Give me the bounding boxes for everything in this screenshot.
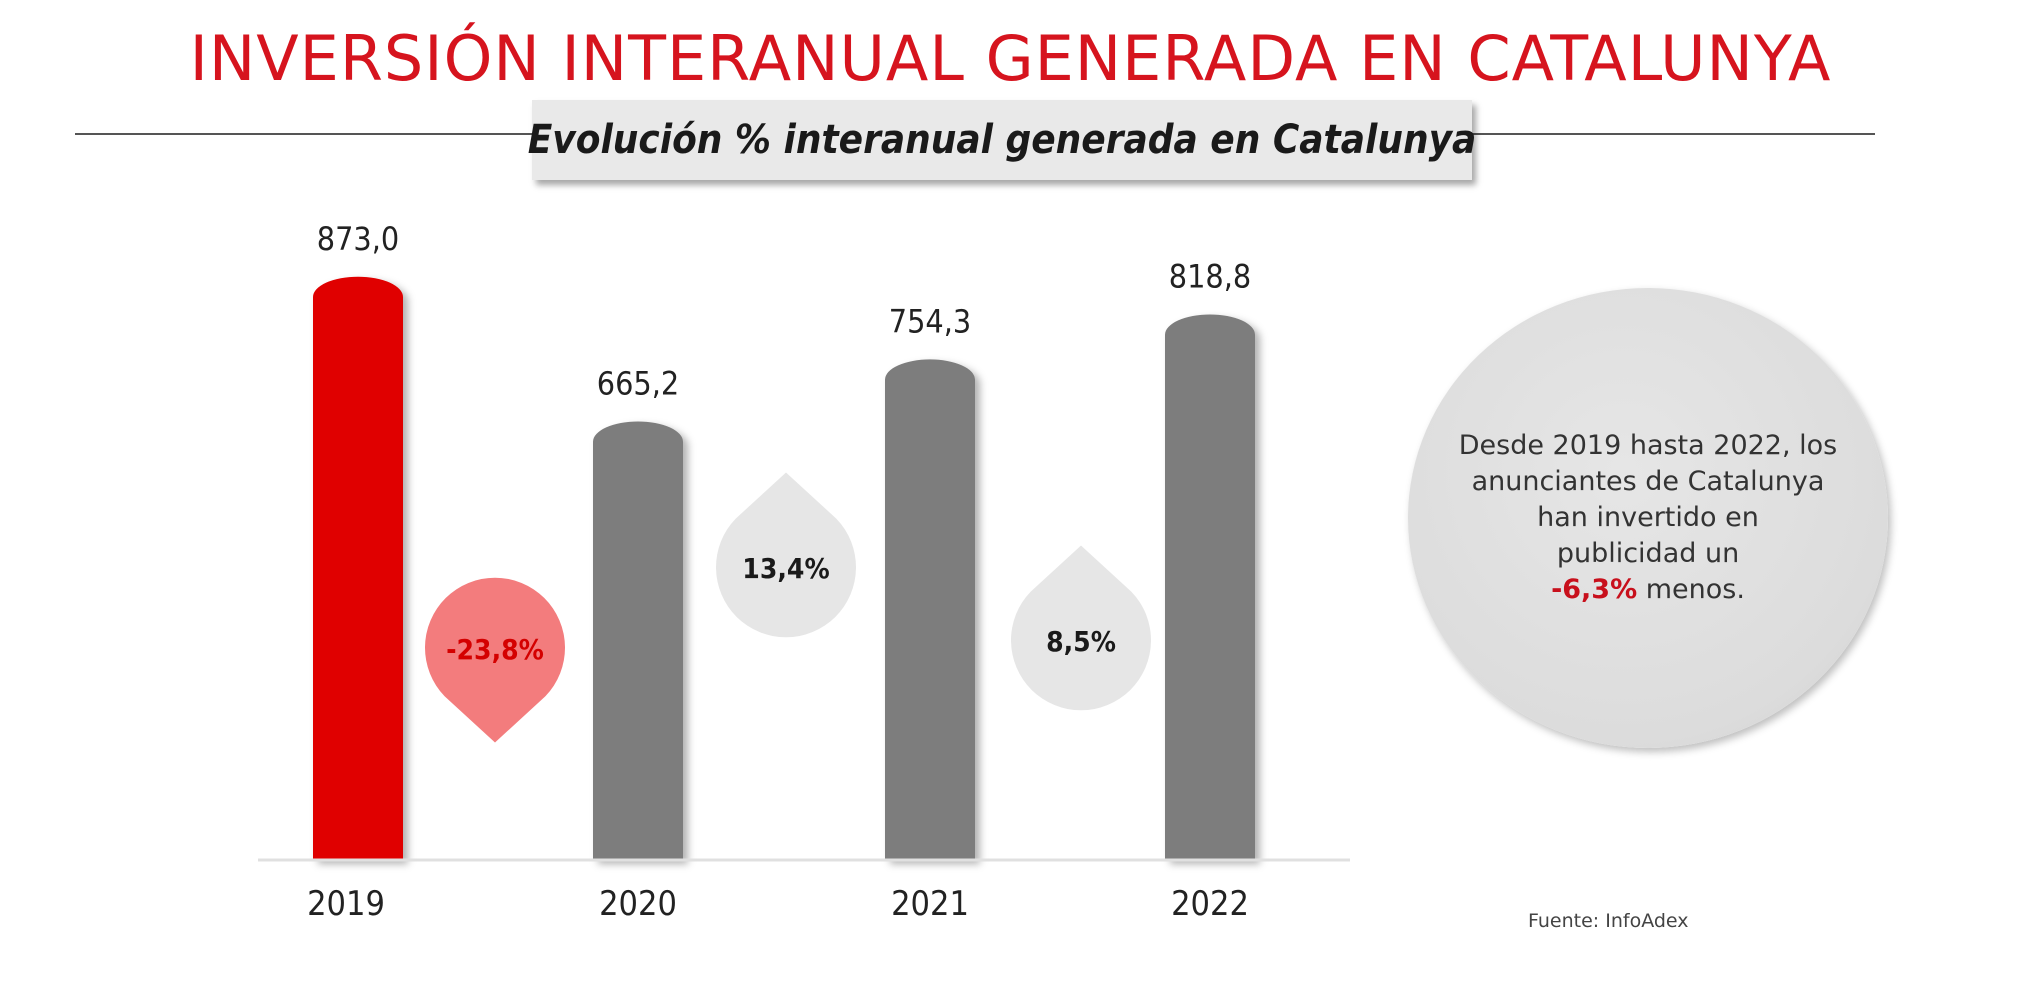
- category-label-2019: 2019: [307, 884, 385, 924]
- bar-2020: [593, 421, 683, 860]
- title-rule-right: [1470, 133, 1875, 135]
- change-drop-3: [1010, 545, 1151, 711]
- summary-circle: Desde 2019 hasta 2022, los anunciantes d…: [1408, 288, 1888, 748]
- subtitle-box: Evolución % interanual generada en Catal…: [528, 100, 1476, 180]
- category-label-2022: 2022: [1171, 884, 1249, 924]
- value-label-2019: 873,0: [317, 220, 399, 258]
- summary-line-4: publicidad un: [1556, 538, 1740, 569]
- page-title: INVERSIÓN INTERANUAL GENERADA EN CATALUN…: [189, 22, 1832, 95]
- summary-line-2: anunciantes de Catalunya: [1471, 466, 1825, 497]
- value-label-2021: 754,3: [889, 303, 971, 341]
- bar-2019: [313, 276, 403, 860]
- change-label-1: -23,8%: [446, 633, 544, 666]
- summary-highlight: -6,3%: [1551, 574, 1638, 605]
- chart-subtitle: Evolución % interanual generada en Catal…: [527, 117, 1477, 163]
- category-label-2021: 2021: [891, 884, 969, 924]
- category-label-2020: 2020: [599, 884, 677, 924]
- bar-2022: [1165, 314, 1255, 860]
- change-drop-2: [716, 472, 856, 638]
- summary-line-1: Desde 2019 hasta 2022, los: [1458, 430, 1838, 461]
- value-label-2022: 818,8: [1169, 258, 1251, 296]
- change-label-3: 8,5%: [1046, 625, 1116, 658]
- change-drop-1: [425, 577, 565, 743]
- change-label-2: 13,4%: [742, 552, 829, 585]
- summary-line-5: menos.: [1637, 574, 1745, 605]
- value-label-2020: 665,2: [597, 365, 679, 403]
- source-note: Fuente: InfoAdex: [1528, 910, 1689, 932]
- summary-line-3: han invertido en: [1537, 502, 1759, 533]
- title-rule-left: [75, 133, 535, 135]
- summary-text: Desde 2019 hasta 2022, los anunciantes d…: [1448, 428, 1848, 608]
- bar-2021: [885, 359, 975, 860]
